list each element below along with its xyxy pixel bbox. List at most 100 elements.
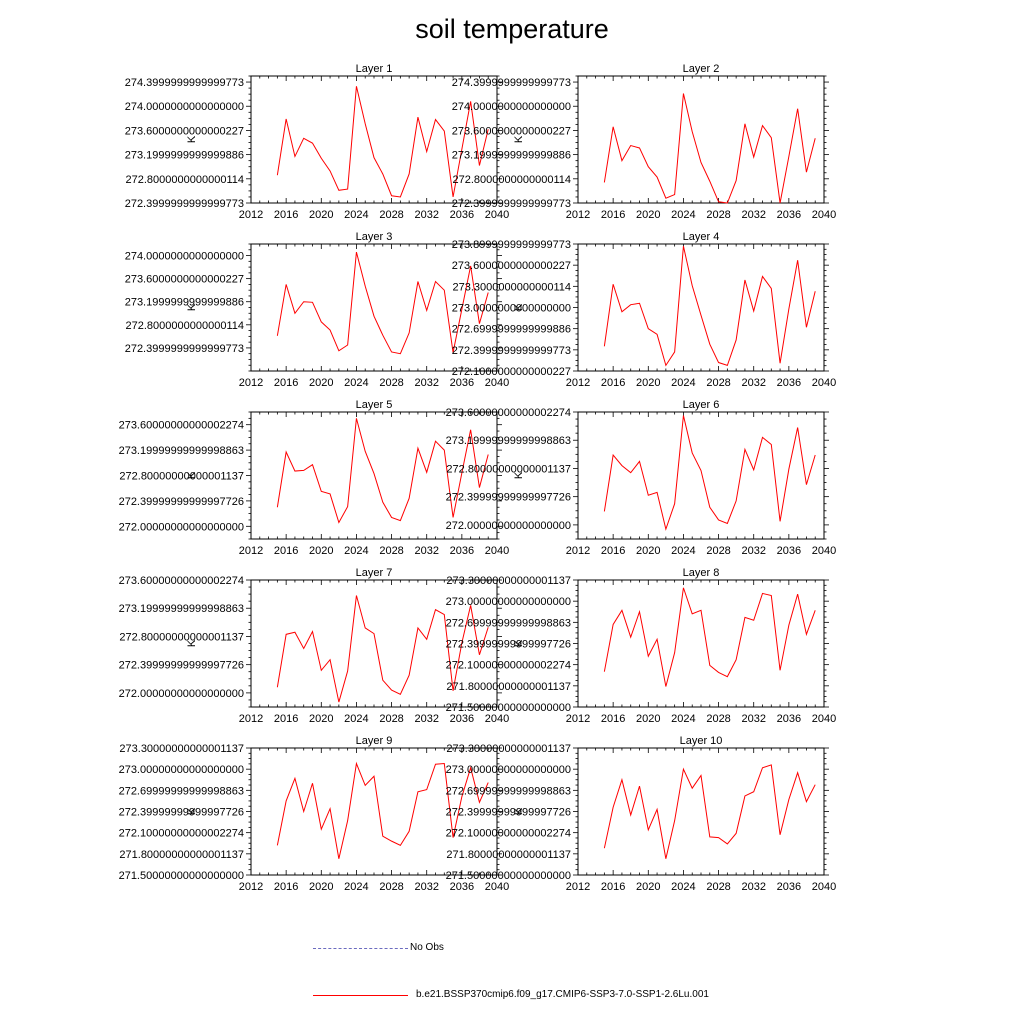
- x-tick-label: 2020: [309, 545, 333, 557]
- x-tick-label: 2024: [344, 881, 368, 893]
- panel-title: Layer 6: [683, 399, 720, 411]
- x-tick-label: 2032: [414, 545, 438, 557]
- x-tick-label: 2040: [812, 377, 836, 389]
- x-tick-label: 2024: [344, 377, 368, 389]
- y-tick-label: 272.80000000000001137: [446, 463, 571, 475]
- x-tick-label: 2036: [450, 881, 474, 893]
- x-tick-label: 2028: [706, 377, 730, 389]
- x-tick-label: 2020: [636, 881, 660, 893]
- y-tick-label: 271.80000000000001137: [446, 849, 571, 861]
- chart-panel-9: Layer 9 2012 2016 2020 2024 2028 2032 2036 2040 2…: [119, 735, 510, 893]
- legend-label-obs: No Obs: [410, 942, 444, 953]
- x-tick-label: 2028: [379, 545, 403, 557]
- legend-label-model: b.e21.BSSP370cmip6.f09_g17.CMIP6-SSP3-7.…: [416, 989, 709, 1000]
- x-tick-label: 2016: [601, 545, 625, 557]
- x-tick-label: 2040: [812, 881, 836, 893]
- y-tick-label: 272.69999999999998863: [446, 785, 571, 797]
- y-tick-label: 271.50000000000000000: [119, 870, 244, 882]
- x-tick-label: 2024: [671, 377, 695, 389]
- x-tick-label: 2036: [777, 881, 801, 893]
- plot-frame: [577, 747, 825, 876]
- y-tick-label: 272.3999999999999773: [452, 345, 571, 357]
- panel-title: Layer 3: [356, 231, 393, 243]
- y-tick-label: 273.60000000000002274: [446, 407, 571, 419]
- y-tick-label: 271.50000000000000000: [446, 702, 571, 714]
- x-tick-label: 2028: [379, 881, 403, 893]
- x-tick-label: 2016: [601, 209, 625, 221]
- x-tick-label: 2032: [741, 881, 765, 893]
- x-tick-label: 2012: [239, 377, 263, 389]
- y-tick-label: 272.10000000000002274: [119, 828, 244, 840]
- x-tick-label: 2020: [309, 377, 333, 389]
- y-tick-label: 274.0000000000000000: [125, 101, 244, 113]
- y-axis-label: K: [513, 471, 525, 479]
- x-tick-label: 2016: [274, 545, 298, 557]
- x-tick-label: 2020: [636, 545, 660, 557]
- y-axis-label: K: [186, 639, 198, 647]
- y-tick-label: 272.39999999999997726: [446, 639, 571, 651]
- x-tick-label: 2036: [450, 713, 474, 725]
- y-tick-label: 272.00000000000000000: [446, 520, 571, 532]
- x-tick-label: 2028: [379, 713, 403, 725]
- x-tick-label: 2040: [485, 713, 509, 725]
- y-tick-label: 273.6000000000000227: [452, 125, 571, 137]
- y-tick-label: 272.10000000000002274: [446, 660, 571, 672]
- y-tick-label: 271.50000000000000000: [446, 870, 571, 882]
- x-tick-label: 2012: [239, 713, 263, 725]
- x-tick-label: 2036: [450, 545, 474, 557]
- x-tick-label: 2032: [741, 377, 765, 389]
- chart-panel-5: Layer 5 2012 2016 2020 2024 2028 2032 2036 2040 2…: [119, 399, 510, 557]
- y-tick-label: 273.6000000000000227: [125, 125, 244, 137]
- panel-title: Layer 10: [680, 735, 723, 747]
- y-tick-label: 272.39999999999997726: [446, 492, 571, 504]
- y-tick-label: 272.6999999999999886: [452, 324, 571, 336]
- x-tick-label: 2036: [777, 209, 801, 221]
- legend: No Obs b.e21.BSSP370cmip6.f09_g17.CMIP6-…: [0, 930, 1024, 1024]
- legend-item-model: b.e21.BSSP370cmip6.f09_g17.CMIP6-SSP3-7.…: [313, 989, 813, 1003]
- y-tick-label: 272.00000000000000000: [119, 521, 244, 533]
- y-tick-label: 273.00000000000000000: [119, 764, 244, 776]
- x-tick-label: 2016: [601, 881, 625, 893]
- y-tick-label: 272.69999999999998863: [446, 617, 571, 629]
- y-tick-label: 272.80000000000001137: [119, 631, 244, 643]
- y-tick-label: 273.00000000000000000: [446, 596, 571, 608]
- x-tick-label: 2040: [485, 545, 509, 557]
- y-tick-label: 272.1000000000000227: [452, 366, 571, 378]
- x-tick-label: 2028: [706, 881, 730, 893]
- y-axis-label: K: [186, 807, 198, 815]
- chart-panel-7: Layer 7 2012 2016 2020 2024 2028 2032 2036 2040 2…: [119, 567, 510, 725]
- x-tick-label: 2024: [344, 209, 368, 221]
- panel-title: Layer 1: [356, 63, 393, 75]
- y-axis-label: K: [513, 303, 525, 311]
- y-tick-label: 273.00000000000000000: [446, 764, 571, 776]
- x-tick-label: 2040: [812, 713, 836, 725]
- x-tick-label: 2032: [741, 545, 765, 557]
- x-tick-label: 2020: [309, 713, 333, 725]
- panel-title: Layer 9: [356, 735, 393, 747]
- x-tick-label: 2016: [601, 377, 625, 389]
- y-tick-label: 272.8000000000000114: [453, 174, 571, 186]
- x-tick-label: 2032: [414, 881, 438, 893]
- x-tick-label: 2016: [601, 713, 625, 725]
- x-tick-label: 2028: [706, 713, 730, 725]
- panel-title: Layer 8: [683, 567, 720, 579]
- x-tick-label: 2012: [566, 545, 590, 557]
- legend-item-obs: No Obs: [313, 942, 613, 956]
- chart-panel-3: Layer 3 2012 2016 2020 2024 2028 2032 2036 2040 2…: [125, 231, 510, 389]
- series-line: [603, 764, 816, 859]
- x-tick-label: 2032: [414, 377, 438, 389]
- y-tick-label: 274.0000000000000000: [125, 251, 244, 263]
- x-tick-label: 2016: [274, 881, 298, 893]
- legend-swatch-obs: [313, 948, 408, 949]
- y-tick-label: 272.3999999999999773: [125, 343, 244, 355]
- x-tick-label: 2016: [274, 377, 298, 389]
- x-tick-label: 2028: [706, 545, 730, 557]
- y-tick-label: 272.39999999999997726: [446, 807, 571, 819]
- x-tick-label: 2028: [379, 377, 403, 389]
- panel-title: Layer 2: [683, 63, 720, 75]
- x-tick-label: 2032: [414, 209, 438, 221]
- x-tick-label: 2016: [274, 209, 298, 221]
- y-tick-label: 273.1999999999999886: [125, 297, 244, 309]
